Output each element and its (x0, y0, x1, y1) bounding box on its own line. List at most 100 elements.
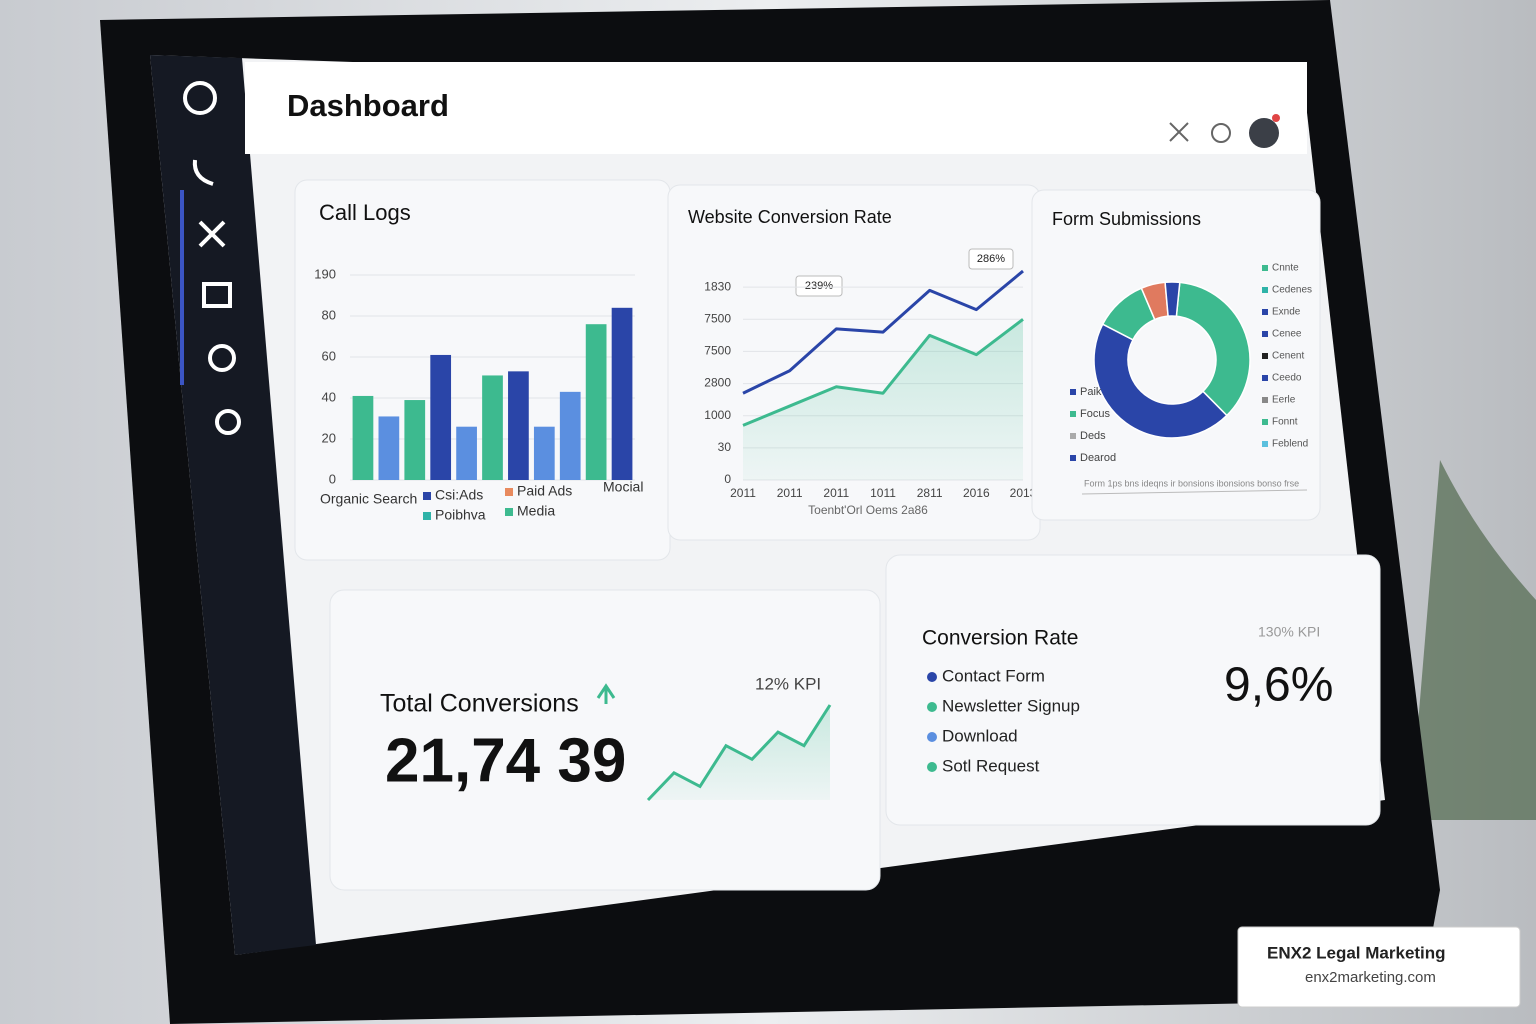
top-bar (245, 62, 1307, 154)
trend-arrow (596, 683, 616, 704)
legend-label: Media (517, 503, 555, 519)
bar (456, 426, 477, 480)
legend-swatch (505, 488, 513, 496)
x-axis-title: Toenbt'Orl Oems 2a86 (808, 503, 928, 517)
form-submissions-card: Form Submissions Form 1ps bns ideqns ir … (1031, 189, 1321, 521)
legend-dot (927, 762, 937, 772)
bar (378, 416, 400, 480)
legend-swatch (423, 492, 431, 500)
divider (1081, 489, 1308, 495)
legend-label: Eerle (1272, 395, 1296, 406)
bar (482, 375, 503, 480)
sidebar-icons (183, 81, 241, 435)
legend-label: Deds (1080, 430, 1106, 442)
legend-label: Cenent (1272, 351, 1304, 362)
legend-swatch (505, 508, 513, 516)
brand-badge (1237, 926, 1521, 1008)
bar (352, 395, 374, 480)
notification-icon[interactable] (1211, 123, 1231, 143)
call-logs-card: Call Logs 0 20 40 60 80 190 Organic Search Csi:… (294, 179, 671, 561)
settings-icon[interactable] (1169, 122, 1189, 142)
bar (585, 324, 607, 480)
legend-swatch (1262, 287, 1268, 293)
y-tick-label: 30 (718, 440, 732, 454)
y-tick-label: 80 (322, 307, 336, 322)
x-tick-label: 2011 (730, 486, 756, 500)
bar (404, 400, 426, 480)
legend-swatch (1262, 353, 1268, 359)
legend-swatch (1262, 265, 1268, 271)
legend-label: Feblend (1272, 439, 1308, 450)
legend-label: Cedenes (1272, 285, 1312, 296)
legend-label: Sotl Request (942, 756, 1040, 775)
legend-label: Contact Form (942, 666, 1045, 685)
legend-swatch (1262, 441, 1268, 447)
legend-label: Csi:Ads (435, 487, 483, 503)
annotation: 239% (805, 280, 833, 292)
legend-swatch (1262, 397, 1268, 403)
tools-icon[interactable] (198, 220, 226, 248)
metric-value: 9,6% (1224, 659, 1333, 712)
brand-url: enx2marketing.com (1305, 969, 1436, 986)
legend-label: Cnnte (1272, 263, 1299, 274)
phone-icon[interactable] (192, 159, 214, 186)
user-avatar[interactable] (1249, 118, 1279, 148)
bar (430, 354, 452, 480)
x-tick-label: 1011 (870, 486, 896, 500)
legend-swatch (1070, 455, 1076, 461)
x-tick-label: 2811 (917, 486, 943, 500)
legend-swatch (1262, 375, 1268, 381)
bar (508, 371, 529, 480)
x-tick-label: 2011 (823, 486, 849, 500)
x-tick-label: 2016 (963, 486, 990, 500)
legend-swatch (1070, 411, 1076, 417)
y-tick-label: 190 (314, 266, 336, 281)
add-icon[interactable] (208, 344, 236, 372)
legend-swatch (1070, 433, 1076, 439)
legend-label: Organic Search (320, 491, 417, 507)
y-tick-label: 1000 (704, 408, 731, 422)
avatar-badge (1272, 114, 1280, 122)
mail-icon[interactable] (202, 282, 232, 308)
line-series (742, 318, 1024, 427)
donut-slice (1164, 281, 1181, 318)
y-tick-label: 2800 (704, 376, 731, 390)
bar (559, 391, 581, 480)
legend-label: Paik (1080, 386, 1102, 398)
legend-swatch (423, 512, 431, 520)
logo-icon[interactable] (183, 81, 217, 115)
x-tick-label: 2011 (777, 486, 803, 500)
legend-swatch (1262, 331, 1268, 337)
y-tick-label: 7500 (704, 311, 731, 325)
footnote: Form 1ps bns ideqns ir bonsions ibonsion… (1084, 478, 1299, 488)
metric-title: Total Conversions (380, 690, 579, 718)
donut-slice (1175, 281, 1251, 417)
website-conversion-card: Website Conversion Rate 239% 286% Toenbt… (667, 184, 1041, 541)
header-icons (1169, 122, 1231, 143)
y-tick-label: 40 (322, 389, 336, 404)
legend-label: Dearod (1080, 452, 1116, 464)
card-bg (329, 589, 881, 891)
legend-dot (927, 702, 937, 712)
brand-name: ENX2 Legal Marketing (1267, 943, 1446, 962)
card-title: Form Submissions (1052, 209, 1201, 229)
globe-icon[interactable] (215, 409, 241, 435)
metric-value: 21,74 39 (385, 726, 626, 795)
donut-slice (1093, 323, 1228, 439)
bar (611, 307, 633, 480)
y-tick-label: 20 (322, 430, 336, 445)
annotation: 286% (977, 253, 1005, 265)
legend-label: Exnde (1272, 307, 1301, 318)
annotation-box (795, 275, 843, 297)
page-title: Dashboard (287, 88, 449, 123)
x-tick-label: 2013 (1010, 486, 1037, 500)
legend-label: Download (942, 726, 1018, 745)
legend-label: Fonnt (1272, 417, 1298, 428)
legend-label: Mocial (603, 479, 643, 495)
sidebar (150, 55, 316, 955)
total-conversions-card: Total Conversions 21,74 39 12% KPI (329, 589, 881, 891)
legend-dot (927, 732, 937, 742)
metric-title: Conversion Rate (922, 627, 1078, 650)
